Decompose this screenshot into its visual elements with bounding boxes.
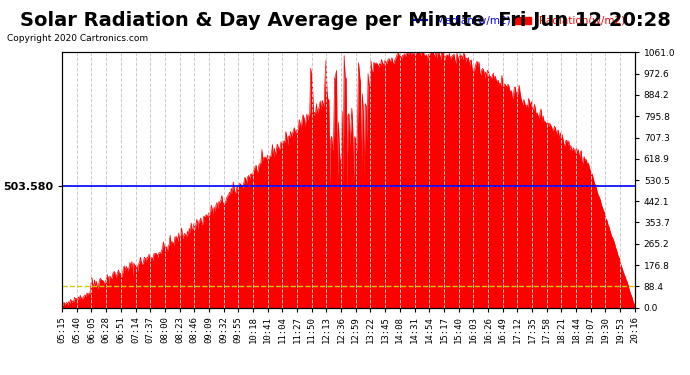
Text: Solar Radiation & Day Average per Minute  Fri Jun 12 20:28: Solar Radiation & Day Average per Minute… <box>19 11 671 30</box>
Text: Copyright 2020 Cartronics.com: Copyright 2020 Cartronics.com <box>7 34 148 43</box>
Legend: Median(w/m2), Radiation(w/m2): Median(w/m2), Radiation(w/m2) <box>407 12 629 30</box>
